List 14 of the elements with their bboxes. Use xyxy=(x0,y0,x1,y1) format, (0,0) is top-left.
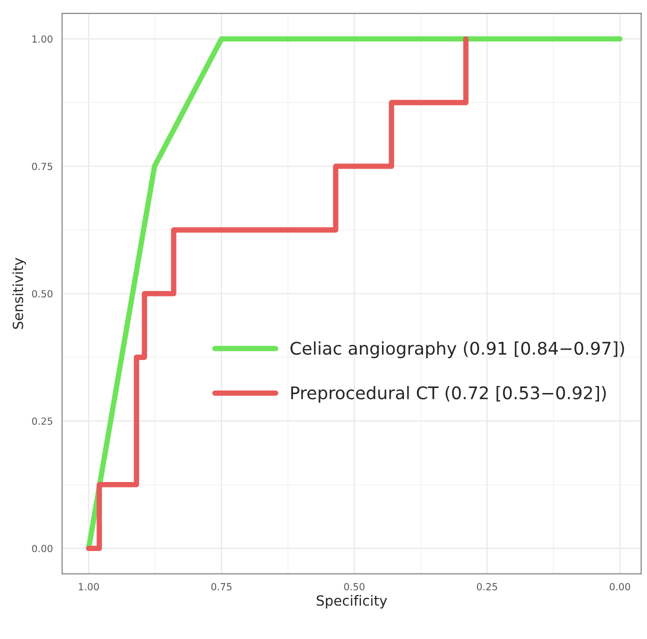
y-tick-label: 0.25 xyxy=(32,417,52,425)
x-tick-label: 0.50 xyxy=(344,583,364,590)
y-tick-label: 0.00 xyxy=(32,544,52,552)
legend-label: Preprocedural CT (0.72 [0.53−0.92]) xyxy=(291,386,606,403)
y-tick-label: 0.50 xyxy=(32,290,52,298)
legend-label: Celiac angiography (0.91 [0.84−0.97]) xyxy=(290,341,624,358)
x-tick-label: 0.75 xyxy=(211,583,232,590)
x-tick-label: 0.00 xyxy=(610,583,630,590)
y-tick-label: 0.75 xyxy=(32,162,52,170)
x-tick-label: 0.25 xyxy=(476,583,498,590)
x-axis-title: Specificity xyxy=(316,595,388,608)
y-axis-title: Sensitivity xyxy=(12,258,26,329)
y-tick-label: 1.00 xyxy=(32,35,52,43)
x-tick-label: 1.00 xyxy=(78,583,99,590)
